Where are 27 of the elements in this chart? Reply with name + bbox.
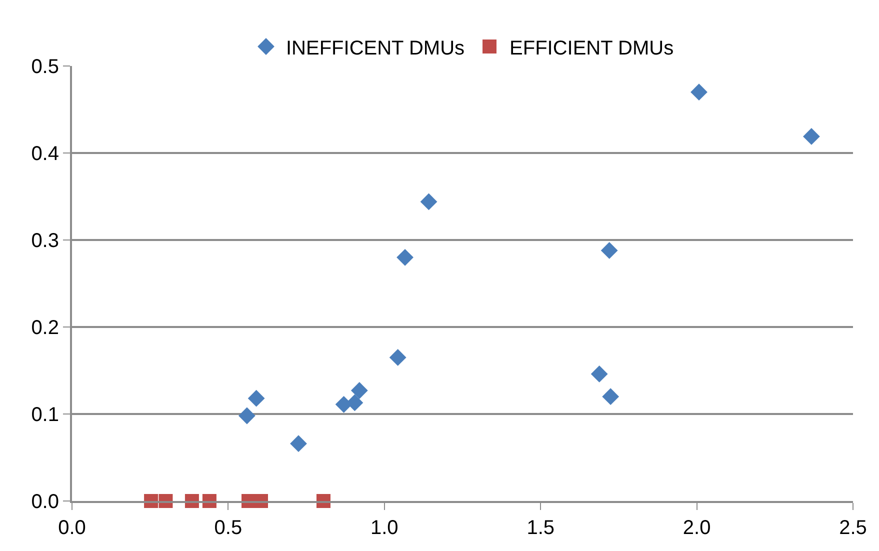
y-tick-label: 0.5 — [31, 56, 59, 78]
point — [420, 193, 438, 210]
point — [602, 388, 620, 406]
x-tick-label: 2.0 — [682, 517, 711, 539]
point — [248, 390, 265, 407]
legend-label: INEFFICENT DMUs — [286, 37, 465, 60]
x-tick-label: 1.0 — [370, 517, 398, 539]
point — [238, 407, 256, 424]
y-tick-label: 0.2 — [31, 317, 59, 339]
point — [290, 435, 307, 452]
x-tick-label: 0.5 — [214, 517, 242, 539]
legend-label: EFFICIENT DMUs — [510, 37, 674, 60]
point — [396, 248, 414, 266]
point — [690, 84, 708, 101]
x-tick-label: 2.5 — [839, 517, 867, 539]
point — [803, 128, 820, 145]
point — [346, 394, 364, 412]
point — [590, 366, 608, 382]
y-tick-label: 0.4 — [31, 143, 59, 165]
point — [600, 242, 618, 259]
point — [389, 349, 406, 366]
x-tick-label: 1.5 — [526, 517, 555, 539]
y-tick-label: 0.0 — [31, 491, 59, 513]
point — [350, 382, 368, 399]
x-tick-label: 0.0 — [58, 517, 86, 539]
y-tick-label: 0.3 — [31, 230, 59, 252]
y-tick-label: 0.1 — [31, 404, 59, 426]
